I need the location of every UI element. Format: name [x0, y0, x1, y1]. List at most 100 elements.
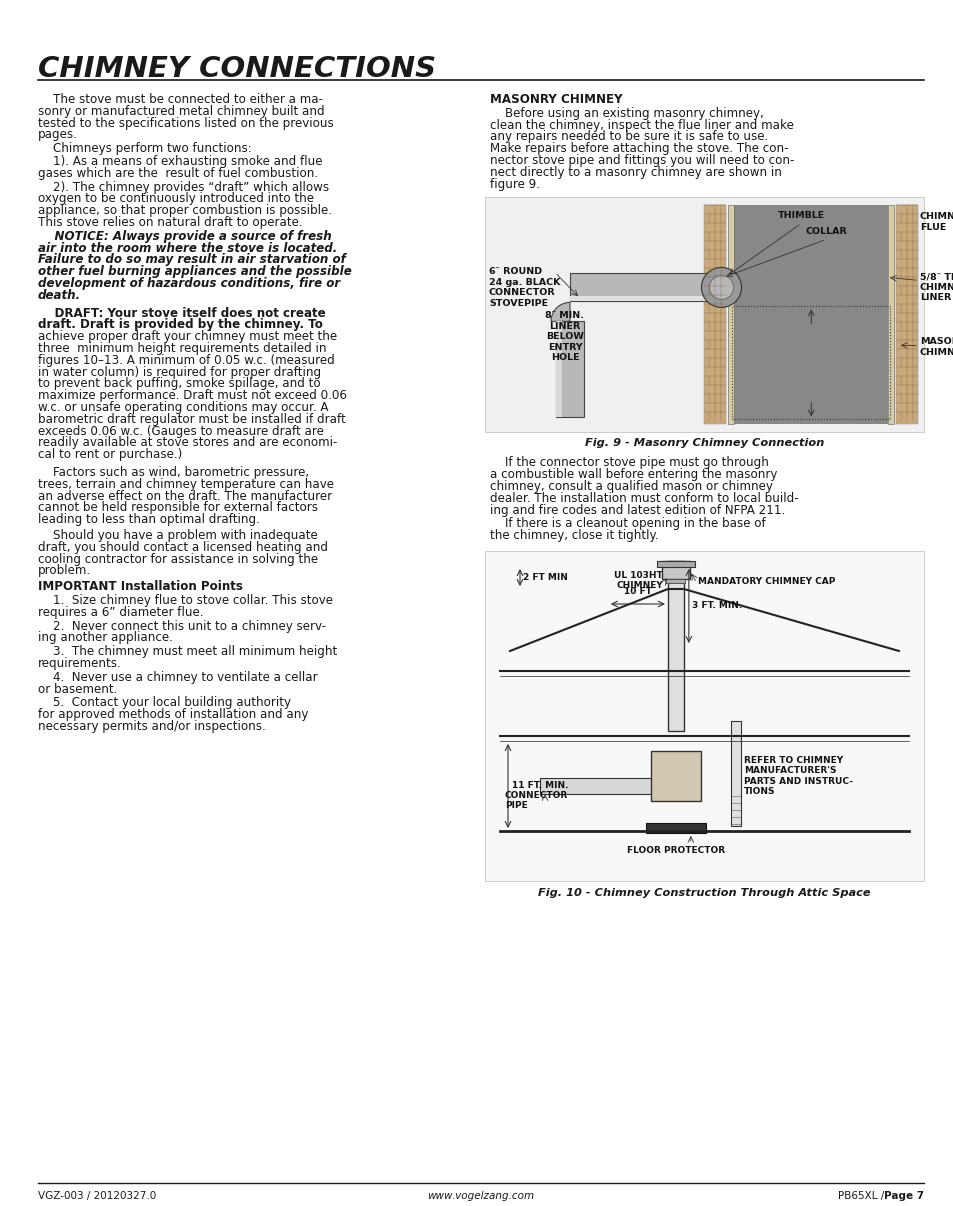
- Text: NOTICE: Always provide a source of fresh: NOTICE: Always provide a source of fresh: [38, 230, 332, 242]
- Text: ing another appliance.: ing another appliance.: [38, 632, 172, 644]
- Bar: [703, 205, 726, 425]
- Text: 2 FT MIN: 2 FT MIN: [522, 573, 567, 582]
- Text: VGZ-003 / 20120327.0: VGZ-003 / 20120327.0: [38, 1192, 156, 1201]
- Text: any repairs needed to be sure it is safe to use.: any repairs needed to be sure it is safe…: [490, 130, 767, 144]
- Text: UL 103HT
CHIMNEY: UL 103HT CHIMNEY: [614, 570, 662, 591]
- Text: MASONRY
CHIMNEY: MASONRY CHIMNEY: [919, 338, 953, 357]
- Text: This stove relies on natural draft to operate.: This stove relies on natural draft to op…: [38, 216, 302, 229]
- Text: clean the chimney, inspect the flue liner and make: clean the chimney, inspect the flue line…: [490, 118, 793, 131]
- Bar: [569, 274, 728, 302]
- Text: COLLAR: COLLAR: [804, 228, 846, 236]
- Text: in water column) is required for proper drafting: in water column) is required for proper …: [38, 365, 321, 379]
- Text: THIMBLE: THIMBLE: [777, 211, 824, 221]
- Text: MASONRY CHIMNEY: MASONRY CHIMNEY: [490, 93, 622, 106]
- Bar: [728, 205, 734, 425]
- Bar: [484, 551, 923, 882]
- Text: nector stove pipe and fittings you will need to con-: nector stove pipe and fittings you will …: [490, 154, 794, 166]
- Text: figure 9.: figure 9.: [490, 177, 539, 191]
- Text: maximize performance. Draft must not exceed 0.06: maximize performance. Draft must not exc…: [38, 390, 347, 402]
- Text: Factors such as wind, barometric pressure,: Factors such as wind, barometric pressur…: [38, 466, 309, 479]
- Text: chimney, consult a qualified mason or chimney: chimney, consult a qualified mason or ch…: [490, 480, 772, 493]
- Text: cal to rent or purchase.): cal to rent or purchase.): [38, 449, 182, 461]
- Text: development of hazardous conditions, fire or: development of hazardous conditions, fir…: [38, 277, 340, 289]
- Text: air into the room where the stove is located.: air into the room where the stove is loc…: [38, 241, 337, 254]
- Bar: [569, 295, 728, 302]
- Text: 5.  Contact your local building authority: 5. Contact your local building authority: [38, 696, 291, 709]
- Text: MANDATORY CHIMNEY CAP: MANDATORY CHIMNEY CAP: [698, 576, 835, 585]
- Text: figures 10–13. A minimum of 0.05 w.c. (measured: figures 10–13. A minimum of 0.05 w.c. (m…: [38, 353, 335, 367]
- Text: CHIMNEY
FLUE: CHIMNEY FLUE: [919, 212, 953, 232]
- Bar: [667, 561, 683, 731]
- Text: tested to the specifications listed on the previous: tested to the specifications listed on t…: [38, 117, 334, 129]
- Text: Fig. 9 - Masonry Chimney Connection: Fig. 9 - Masonry Chimney Connection: [584, 439, 823, 449]
- Text: sonry or manufactured metal chimney built and: sonry or manufactured metal chimney buil…: [38, 105, 324, 118]
- Text: barometric draft regulator must be installed if draft: barometric draft regulator must be insta…: [38, 412, 345, 426]
- Text: PB65XL /: PB65XL /: [838, 1192, 887, 1201]
- Text: If the connector stove pipe must go through: If the connector stove pipe must go thro…: [490, 456, 768, 469]
- Bar: [645, 822, 705, 833]
- Text: Page 7: Page 7: [882, 1192, 923, 1201]
- Text: achieve proper draft your chimney must meet the: achieve proper draft your chimney must m…: [38, 330, 336, 344]
- Bar: [661, 561, 689, 579]
- Text: necessary permits and/or inspections.: necessary permits and/or inspections.: [38, 720, 266, 733]
- Text: Should you have a problem with inadequate: Should you have a problem with inadequat…: [38, 529, 317, 541]
- Text: the chimney, close it tightly.: the chimney, close it tightly.: [490, 529, 658, 543]
- Text: If there is a cleanout opening in the base of: If there is a cleanout opening in the ba…: [490, 517, 765, 531]
- Wedge shape: [551, 303, 569, 322]
- Text: requires a 6” diameter flue.: requires a 6” diameter flue.: [38, 605, 203, 619]
- Text: draft. Draft is provided by the chimney. To: draft. Draft is provided by the chimney.…: [38, 318, 322, 332]
- Bar: [650, 751, 700, 801]
- Text: w.c. or unsafe operating conditions may occur. A: w.c. or unsafe operating conditions may …: [38, 402, 328, 414]
- Text: cooling contractor for assistance in solving the: cooling contractor for assistance in sol…: [38, 552, 317, 566]
- Bar: [887, 205, 893, 425]
- Bar: [556, 322, 583, 417]
- Text: The stove must be connected to either a ma-: The stove must be connected to either a …: [38, 93, 323, 106]
- Bar: [657, 561, 694, 567]
- Text: 1). As a means of exhausting smoke and flue: 1). As a means of exhausting smoke and f…: [38, 156, 322, 168]
- Text: 3 FT. MIN.: 3 FT. MIN.: [691, 602, 741, 610]
- Bar: [484, 198, 923, 433]
- Text: exceeds 0.06 w.c. (Gauges to measure draft are: exceeds 0.06 w.c. (Gauges to measure dra…: [38, 425, 323, 438]
- Text: 2.  Never connect this unit to a chimney serv-: 2. Never connect this unit to a chimney …: [38, 620, 326, 633]
- Text: three  minimum height requirements detailed in: three minimum height requirements detail…: [38, 343, 326, 355]
- Text: Failure to do so may result in air starvation of: Failure to do so may result in air starv…: [38, 253, 345, 267]
- Text: appliance, so that proper combustion is possible.: appliance, so that proper combustion is …: [38, 204, 332, 217]
- Text: 10 FT: 10 FT: [623, 587, 651, 596]
- Text: CHIMNEY CONNECTIONS: CHIMNEY CONNECTIONS: [38, 55, 436, 83]
- Bar: [556, 322, 561, 417]
- Text: 1.  Size chimney flue to stove collar. This stove: 1. Size chimney flue to stove collar. Th…: [38, 595, 333, 607]
- Text: problem.: problem.: [38, 564, 91, 578]
- Text: ing and fire codes and latest edition of NFPA 211.: ing and fire codes and latest edition of…: [490, 504, 784, 516]
- Text: death.: death.: [38, 288, 81, 302]
- Text: FLOOR PROTECTOR: FLOOR PROTECTOR: [626, 845, 724, 855]
- Circle shape: [709, 275, 733, 299]
- Text: cannot be held responsible for external factors: cannot be held responsible for external …: [38, 502, 317, 515]
- Text: draft, you should contact a licensed heating and: draft, you should contact a licensed hea…: [38, 540, 328, 554]
- Text: other fuel burning appliances and the possible: other fuel burning appliances and the po…: [38, 265, 352, 279]
- Text: oxygen to be continuously introduced into the: oxygen to be continuously introduced int…: [38, 193, 314, 205]
- Text: pages.: pages.: [38, 128, 78, 141]
- Circle shape: [700, 268, 740, 308]
- Text: Fig. 10 - Chimney Construction Through Attic Space: Fig. 10 - Chimney Construction Through A…: [537, 888, 870, 898]
- Bar: [734, 205, 887, 425]
- Text: an adverse effect on the draft. The manufacturer: an adverse effect on the draft. The manu…: [38, 490, 332, 503]
- Text: REFER TO CHIMNEY
MANUFACTURER'S
PARTS AND INSTRUC-
TIONS: REFER TO CHIMNEY MANUFACTURER'S PARTS AN…: [743, 756, 852, 796]
- Text: a combustible wall before entering the masonry: a combustible wall before entering the m…: [490, 468, 777, 481]
- Text: IMPORTANT Installation Points: IMPORTANT Installation Points: [38, 580, 243, 593]
- Bar: [732, 306, 889, 420]
- Text: 5/8″ TILE
CHIMNEY
LINER: 5/8″ TILE CHIMNEY LINER: [919, 273, 953, 303]
- Bar: [730, 721, 740, 826]
- Bar: [701, 274, 736, 302]
- Text: 4.  Never use a chimney to ventilate a cellar: 4. Never use a chimney to ventilate a ce…: [38, 671, 317, 684]
- Text: DRAFT: Your stove itself does not create: DRAFT: Your stove itself does not create: [38, 306, 325, 320]
- Text: trees, terrain and chimney temperature can have: trees, terrain and chimney temperature c…: [38, 478, 334, 491]
- Text: CONNECTOR
PIPE: CONNECTOR PIPE: [504, 791, 568, 810]
- Text: readily available at stove stores and are economi-: readily available at stove stores and ar…: [38, 437, 337, 450]
- Text: for approved methods of installation and any: for approved methods of installation and…: [38, 708, 308, 721]
- Text: Chimneys perform two functions:: Chimneys perform two functions:: [38, 142, 252, 156]
- Text: 2). The chimney provides “draft” which allows: 2). The chimney provides “draft” which a…: [38, 181, 329, 194]
- Text: leading to less than optimal drafting.: leading to less than optimal drafting.: [38, 514, 259, 526]
- Text: www.vogelzang.com: www.vogelzang.com: [427, 1192, 534, 1201]
- Text: or basement.: or basement.: [38, 683, 117, 696]
- Text: Before using an existing masonry chimney,: Before using an existing masonry chimney…: [490, 107, 763, 119]
